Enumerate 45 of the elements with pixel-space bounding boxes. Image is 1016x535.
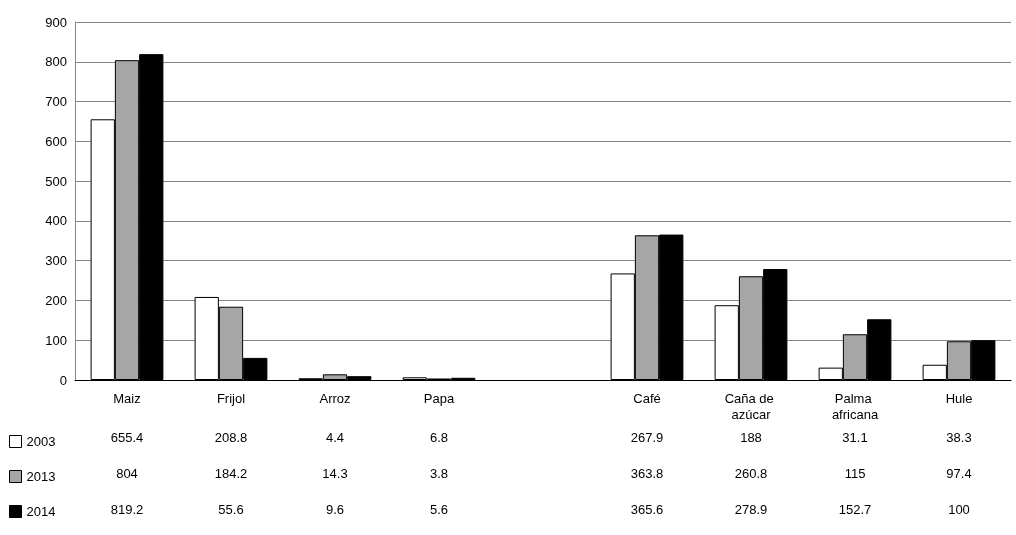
y-tick-label: 200 xyxy=(45,292,67,308)
data-label: 152.7 xyxy=(838,501,872,517)
data-label: 365.6 xyxy=(630,501,664,517)
legend-label: 2014 xyxy=(26,504,56,519)
data-label: 260.8 xyxy=(734,465,768,481)
x-tick-label: Arroz xyxy=(319,390,351,406)
data-label: 100 xyxy=(948,501,970,517)
x-tick-label: Caña de azúcar xyxy=(724,390,778,422)
x-tick-label: Café xyxy=(633,390,661,406)
y-tick-label: 600 xyxy=(45,133,67,149)
x-tick-label: Papa xyxy=(423,390,455,406)
y-tick-label: 0 xyxy=(59,372,67,388)
legend-label: 2013 xyxy=(26,469,56,484)
data-label: 208.8 xyxy=(214,429,248,445)
data-label: 655.4 xyxy=(110,429,144,445)
data-label: 14.3 xyxy=(322,465,348,481)
data-label: 4.4 xyxy=(325,429,345,445)
data-label: 6.8 xyxy=(429,429,449,445)
data-label: 9.6 xyxy=(325,501,345,517)
data-label: 38.3 xyxy=(946,429,972,445)
x-tick-label: Frijol xyxy=(216,390,246,406)
data-label: 31.1 xyxy=(842,429,868,445)
data-label: 184.2 xyxy=(214,465,248,481)
x-tick-label: Hule xyxy=(945,390,973,406)
data-label: 819.2 xyxy=(110,501,144,517)
data-label: 5.6 xyxy=(429,501,449,517)
y-tick-label: 700 xyxy=(45,94,67,110)
data-label: 115 xyxy=(844,465,866,481)
data-label: 97.4 xyxy=(946,465,972,481)
y-tick-label: 400 xyxy=(45,213,67,229)
data-label: 55.6 xyxy=(218,501,244,517)
data-label: 278.9 xyxy=(734,501,768,517)
data-label: 3.8 xyxy=(429,465,449,481)
data-label: 267.9 xyxy=(630,429,664,445)
data-label: 804 xyxy=(116,465,138,481)
data-label: 188 xyxy=(740,429,762,445)
y-tick-label: 100 xyxy=(45,332,67,348)
data-label: 363.8 xyxy=(630,465,664,481)
y-tick-label: 300 xyxy=(45,253,67,269)
x-tick-label: Palma africana xyxy=(831,390,879,422)
y-tick-label: 800 xyxy=(45,54,67,70)
y-tick-label: 500 xyxy=(45,173,67,189)
y-tick-label: 900 xyxy=(45,14,67,30)
legend-label: 2003 xyxy=(26,434,56,449)
x-tick-label: Maiz xyxy=(113,390,141,406)
